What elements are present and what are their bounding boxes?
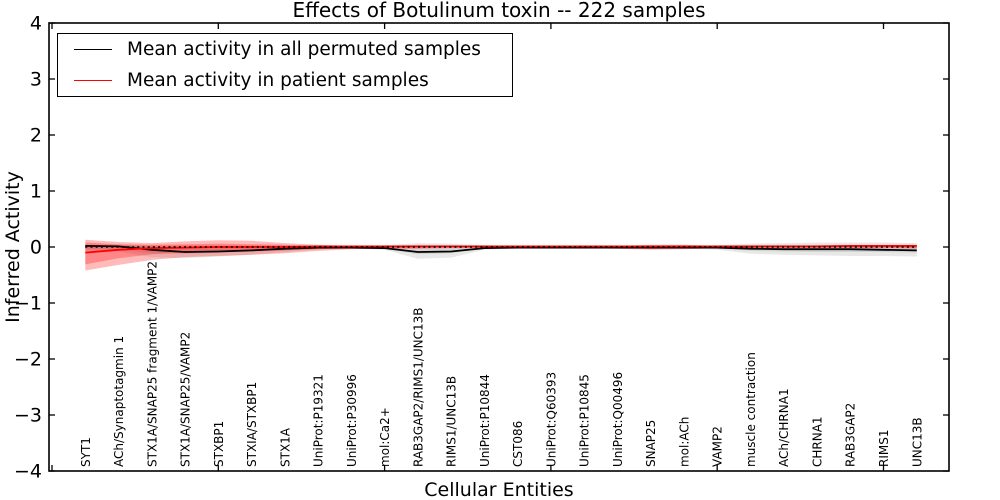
- x-category-label: STXIA/STXBP1: [245, 382, 259, 467]
- x-category-label: RAB3GAP2: [844, 403, 858, 467]
- x-category-label: UniProt:Q00496: [611, 372, 625, 467]
- x-category-label: muscle contraction: [744, 352, 758, 467]
- x-category-label: VAMP2: [711, 426, 725, 467]
- x-category-label: UniProt:Q60393: [544, 372, 558, 467]
- y-axis-label: Inferred Activity: [2, 171, 24, 323]
- y-tick-labels: −4 −3 −2 −1 0 1 2 3 4: [14, 13, 42, 483]
- legend-item-permuted: Mean activity in all permuted samples: [58, 35, 512, 64]
- x-category-label: STX1A/SNAP25/VAMP2: [179, 332, 193, 467]
- y-tick-label: 2: [30, 125, 42, 147]
- y-tick-label: −2: [14, 349, 42, 371]
- permuted-mean-line: [85, 245, 917, 253]
- x-category-label: STX1A/SNAP25 fragment 1/VAMP2: [145, 261, 159, 467]
- x-category-label: CST086: [511, 421, 525, 467]
- x-category-label: UniProt:P30996: [345, 374, 359, 467]
- y-tick-label: 4: [30, 13, 42, 35]
- x-category-label: UniProt:P19321: [312, 374, 326, 467]
- x-category-label: UNC13B: [910, 417, 924, 467]
- x-category-label: STX1A: [278, 427, 292, 467]
- x-category-labels: SYT1 ACh/Synaptotagmin 1 STX1A/SNAP25 frag…: [79, 261, 924, 467]
- y-tick-label: −1: [14, 293, 42, 315]
- y-tick-label: −3: [14, 405, 42, 427]
- x-category-label: UniProt:P10845: [578, 374, 592, 467]
- patient-line-swatch: [74, 79, 112, 81]
- x-category-label: ACh/CHRNA1: [777, 388, 791, 467]
- x-category-label: SYT1: [79, 437, 93, 467]
- x-category-label: RIMS1/UNC13B: [445, 376, 459, 467]
- x-category-label: mol:ACh: [677, 417, 691, 467]
- y-tick-label: −4: [14, 461, 42, 483]
- x-category-label: ACh/Synaptotagmin 1: [112, 336, 126, 467]
- x-category-label: UniProt:P10844: [478, 374, 492, 467]
- y-tick-label: 1: [30, 181, 42, 203]
- y-tick-label: 3: [30, 69, 42, 91]
- x-category-label: RAB3GAP2/RIMS1/UNC13B: [411, 307, 425, 467]
- x-category-label: STXBP1: [212, 421, 226, 467]
- x-category-label: mol:Ca2+: [378, 407, 392, 467]
- x-axis-label: Cellular Entities: [424, 479, 573, 500]
- axis-ticks: [49, 22, 949, 472]
- y-tick-label: 0: [30, 237, 42, 259]
- x-category-label: SNAP25: [644, 420, 658, 467]
- x-category-label: RIMS1: [877, 430, 891, 467]
- legend-item-patient: Mean activity in patient samples: [58, 66, 512, 95]
- legend-label-permuted: Mean activity in all permuted samples: [127, 39, 481, 61]
- legend: Mean activity in all permuted samples Me…: [57, 33, 513, 97]
- permuted-line-swatch: [74, 49, 112, 51]
- chart-title: Effects of Botulinum toxin -- 222 sample…: [292, 0, 705, 22]
- x-category-label: CHRNA1: [811, 416, 825, 467]
- confidence-bands: [85, 239, 917, 271]
- legend-label-patient: Mean activity in patient samples: [127, 69, 429, 91]
